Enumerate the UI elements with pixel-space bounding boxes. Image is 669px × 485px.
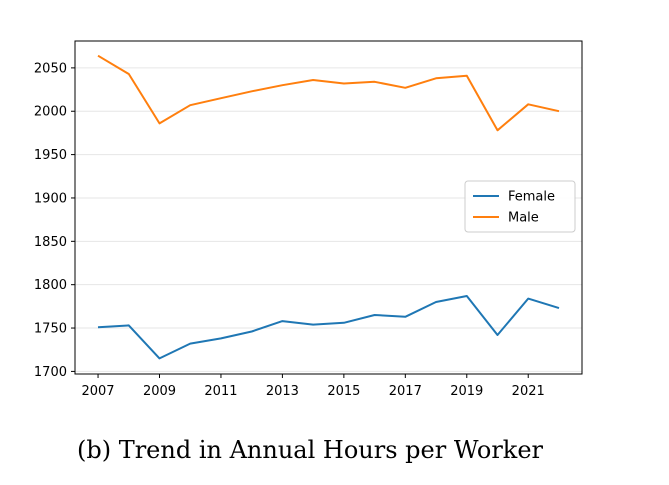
- legend-label-male: Male: [508, 211, 539, 226]
- legend-box: [464, 180, 576, 233]
- y-tick-label: 2000: [34, 105, 67, 120]
- x-tick-label: 2019: [450, 384, 483, 399]
- y-axis: 1700 1750 1800 1850 1900 1950 2000 2050: [34, 61, 75, 380]
- x-tick-label: 2013: [266, 384, 299, 399]
- x-tick-label: 2007: [81, 384, 114, 399]
- y-tick-label: 2050: [34, 61, 67, 76]
- gridlines: [75, 67, 582, 372]
- figure-caption: (b) Trend in Annual Hours per Worker: [76, 436, 544, 464]
- series-lines: [97, 54, 560, 360]
- x-axis: 2007 2009 2011 2013 2015 2017 2019 2021: [81, 374, 545, 399]
- series-line-male: [97, 54, 560, 132]
- legend-label-female: Female: [508, 190, 555, 205]
- y-tick-label: 1700: [34, 365, 67, 380]
- series-line-female: [97, 295, 560, 360]
- x-tick-label: 2015: [327, 384, 360, 399]
- x-tick-label: 2017: [389, 384, 422, 399]
- x-tick-label: 2009: [143, 384, 176, 399]
- legend: Female Male: [464, 180, 576, 233]
- plot-frame: [74, 40, 583, 375]
- x-tick-label: 2021: [512, 384, 545, 399]
- x-tick-label: 2011: [204, 384, 237, 399]
- y-tick-label: 1850: [34, 235, 67, 250]
- y-tick-label: 1800: [34, 278, 67, 293]
- y-tick-label: 1900: [34, 191, 67, 206]
- y-tick-label: 1950: [34, 148, 67, 163]
- y-tick-label: 1750: [34, 322, 67, 337]
